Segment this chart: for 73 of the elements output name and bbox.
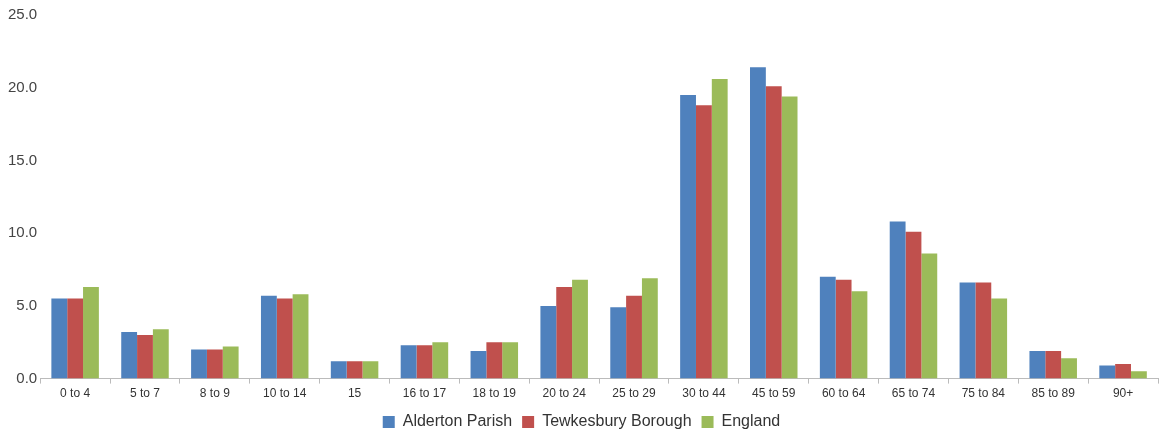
- bar: [1045, 350, 1062, 379]
- bar: [572, 279, 588, 379]
- bar: [921, 253, 938, 379]
- bar: [765, 86, 782, 379]
- bar: [1130, 371, 1147, 379]
- y-tick-label: 25.0: [7, 5, 38, 23]
- x-tick-label: 0 to 4: [60, 386, 91, 401]
- legend-label: Tewkesbury Borough: [542, 412, 692, 430]
- bar: [362, 361, 379, 379]
- x-tick-label: 18 to 19: [472, 386, 517, 401]
- bar: [819, 276, 836, 379]
- legend-label: England: [721, 412, 781, 430]
- bar: [750, 67, 766, 379]
- bar: [67, 298, 84, 379]
- y-tick-label: 0.0: [16, 368, 38, 386]
- y-tick-label: 5.0: [16, 296, 38, 314]
- bar: [222, 346, 239, 379]
- bar: [991, 298, 1008, 379]
- bar: [346, 361, 363, 379]
- bar: [330, 361, 347, 379]
- x-tick-label: 8 to 9: [199, 386, 231, 401]
- bar: [137, 334, 153, 379]
- bar: [1099, 365, 1116, 379]
- bar: [260, 295, 277, 379]
- x-tick-label: 5 to 7: [129, 386, 161, 401]
- x-tick-label: 60 to 64: [821, 386, 866, 401]
- bar: [695, 105, 712, 379]
- x-tick-label: 85 to 89: [1031, 386, 1076, 401]
- x-tick-label: 10 to 14: [263, 386, 307, 401]
- bar: [416, 345, 433, 379]
- bar: [959, 282, 976, 379]
- y-tick-label: 10.0: [7, 223, 38, 241]
- x-tick-label: 75 to 84: [961, 386, 1006, 401]
- x-tick-label: 25 to 29: [612, 386, 657, 401]
- bar: [1029, 350, 1046, 379]
- bar: [540, 305, 557, 379]
- bar: [292, 294, 309, 379]
- bar: [556, 286, 573, 379]
- bar: [835, 279, 852, 379]
- bar: [781, 96, 798, 379]
- bar: [1061, 358, 1077, 379]
- bar: [470, 350, 487, 379]
- bar: [889, 221, 906, 379]
- x-tick-label: 30 to 44: [682, 386, 726, 401]
- bar: [1115, 364, 1131, 379]
- legend-label: Alderton Parish: [402, 412, 513, 430]
- bar: [191, 349, 207, 379]
- bar: [975, 282, 992, 379]
- bar: [400, 345, 417, 379]
- bar: [51, 298, 68, 379]
- x-tick-label: 20 to 24: [542, 386, 587, 401]
- bar: [276, 298, 293, 379]
- bar: [626, 295, 642, 379]
- x-tick-label: 90+: [1112, 386, 1134, 401]
- x-tick-label: 15: [347, 386, 362, 401]
- bar: [641, 278, 658, 379]
- bar: [711, 78, 728, 379]
- bar: [206, 349, 223, 379]
- bar: [83, 286, 99, 379]
- y-tick-label: 20.0: [7, 77, 38, 95]
- bar: [121, 332, 138, 379]
- bar: [152, 329, 169, 379]
- bar: [851, 291, 868, 379]
- bar: [486, 342, 503, 379]
- x-tick-label: 16 to 17: [402, 386, 447, 401]
- x-tick-label: 65 to 74: [891, 386, 936, 401]
- bar: [432, 342, 449, 379]
- y-tick-label: 15.0: [7, 150, 38, 168]
- bar: [610, 307, 627, 379]
- x-tick-label: 45 to 59: [752, 386, 796, 401]
- bar: [680, 94, 696, 379]
- bar: [502, 342, 519, 379]
- bar: [905, 231, 922, 379]
